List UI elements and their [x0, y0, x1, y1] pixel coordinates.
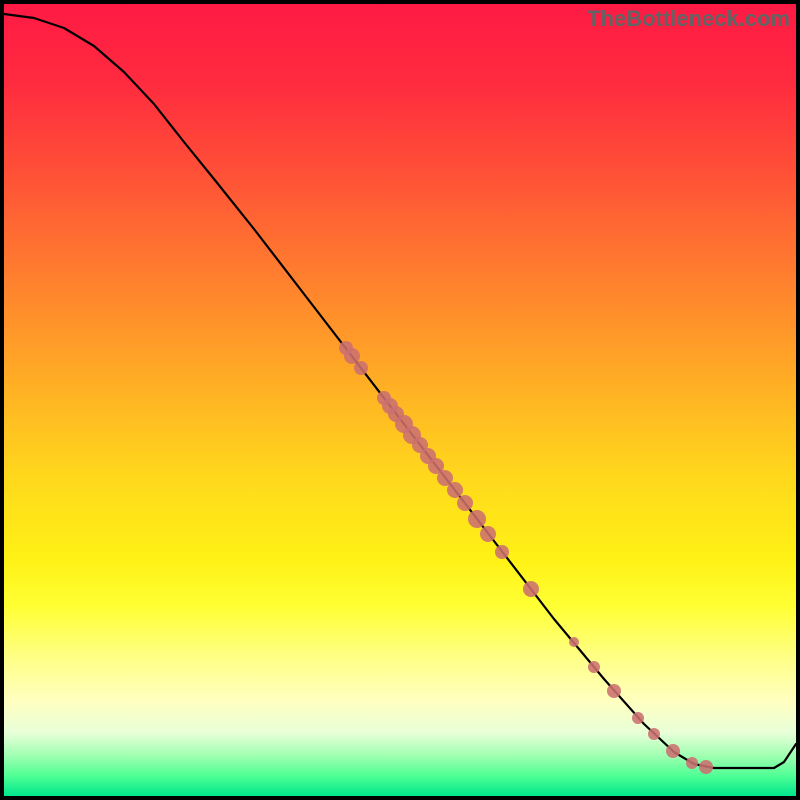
data-marker	[457, 495, 473, 511]
data-marker	[569, 637, 579, 647]
data-markers	[339, 341, 713, 774]
data-marker	[523, 581, 539, 597]
data-marker	[480, 526, 496, 542]
data-marker	[648, 728, 660, 740]
data-marker	[607, 684, 621, 698]
data-marker	[495, 545, 509, 559]
data-marker	[468, 510, 486, 528]
data-marker	[686, 757, 698, 769]
bottleneck-chart: TheBottleneck.com	[0, 0, 800, 800]
data-marker	[447, 482, 463, 498]
data-marker	[344, 348, 360, 364]
watermark-text: TheBottleneck.com	[587, 6, 790, 32]
data-marker	[632, 712, 644, 724]
data-marker	[699, 760, 713, 774]
bottleneck-curve	[4, 14, 796, 768]
plot-layer	[4, 4, 796, 796]
data-marker	[666, 744, 680, 758]
data-marker	[354, 361, 368, 375]
data-marker	[588, 661, 600, 673]
